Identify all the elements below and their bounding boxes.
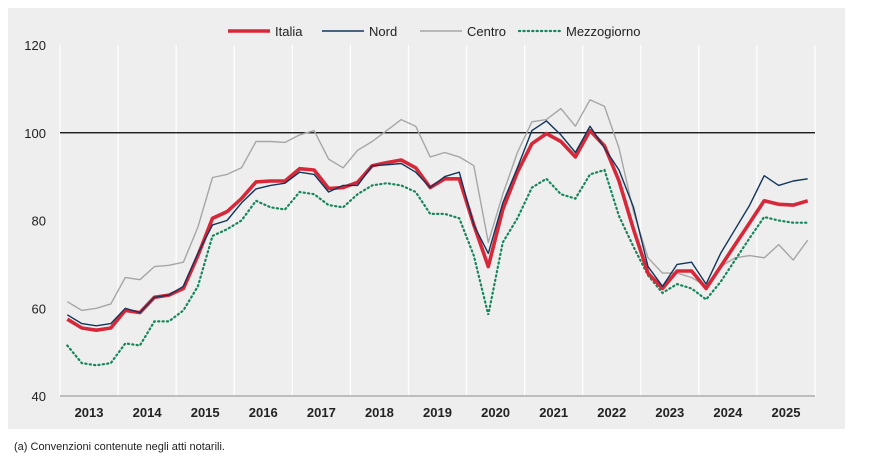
x-axis: 2013 2014 2015 2016 2017 2018 2019 2020 2021 2022… <box>75 405 801 420</box>
legend: Italia Nord Centro Mezzogiorno <box>228 24 640 39</box>
x-tick-label: 2019 <box>423 405 452 420</box>
y-tick-label: 100 <box>24 126 46 141</box>
plot-panel <box>8 8 845 429</box>
x-tick-label: 2013 <box>75 405 104 420</box>
x-tick-label: 2020 <box>481 405 510 420</box>
y-tick-label: 40 <box>32 389 46 404</box>
x-tick-label: 2017 <box>307 405 336 420</box>
x-tick-label: 2016 <box>249 405 278 420</box>
legend-label-nord: Nord <box>369 24 397 39</box>
series-line-mezzogiorno <box>66 168 809 367</box>
x-tick-label: 2023 <box>655 405 684 420</box>
y-tick-label: 120 <box>24 38 46 53</box>
legend-label-italia: Italia <box>275 24 303 39</box>
x-tick-label: 2024 <box>713 405 743 420</box>
y-tick-label: 60 <box>32 301 46 316</box>
x-tick-label: 2022 <box>597 405 626 420</box>
y-axis: 40 60 80 100 120 <box>24 38 46 404</box>
x-tick-label: 2015 <box>191 405 220 420</box>
footnote: (a) Convenzioni contenute negli atti not… <box>14 441 225 453</box>
grid-layer <box>59 45 816 397</box>
series-layer <box>66 99 809 367</box>
legend-label-centro: Centro <box>467 24 506 39</box>
x-tick-label: 2018 <box>365 405 394 420</box>
series-line-italia <box>66 128 809 333</box>
x-tick-label: 2014 <box>133 405 163 420</box>
y-tick-label: 80 <box>32 214 46 229</box>
x-tick-label: 2025 <box>772 405 801 420</box>
series-line-nord <box>66 120 808 327</box>
legend-label-mezzogiorno: Mezzogiorno <box>566 24 640 39</box>
series-line-centro <box>66 99 809 312</box>
x-tick-label: 2021 <box>539 405 568 420</box>
